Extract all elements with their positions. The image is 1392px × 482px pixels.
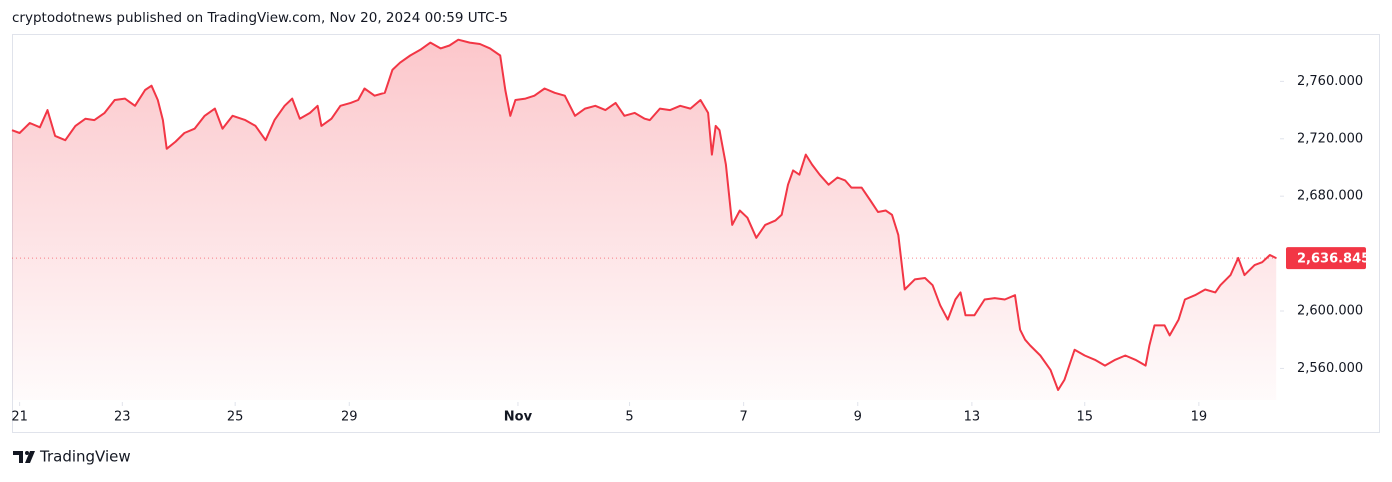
x-tick-label: 23 xyxy=(114,410,131,425)
logo xyxy=(13,451,35,463)
x-tick-label: 7 xyxy=(739,410,747,425)
brand-name: TradingView xyxy=(39,448,131,466)
x-tick-label: 15 xyxy=(1076,410,1093,425)
logo-mark xyxy=(13,451,23,463)
logo-slash xyxy=(25,451,35,463)
logo-dot xyxy=(25,451,29,455)
y-tick-label: 2,600.000 xyxy=(1297,304,1363,319)
x-tick-label: 25 xyxy=(227,410,244,425)
x-tick-label: 21 xyxy=(11,410,28,425)
plot: 2,560.000 2,600.000 2,680.000 2,720.000 2,76… xyxy=(11,38,1370,425)
last-price-label: 2,636.845 xyxy=(1297,252,1370,267)
x-tick-label: 5 xyxy=(625,410,633,425)
publish-info: cryptodotnews published on TradingView.c… xyxy=(12,10,508,26)
x-tick-label: Nov xyxy=(504,410,533,425)
price-area xyxy=(12,39,1277,400)
y-tick-label: 2,680.000 xyxy=(1297,189,1363,204)
x-tick-label: 19 xyxy=(1191,410,1208,425)
x-tick-label: 29 xyxy=(341,410,358,425)
y-tick-label: 2,720.000 xyxy=(1297,131,1363,146)
x-tick-label: 13 xyxy=(964,410,981,425)
y-tick-label: 2,560.000 xyxy=(1297,361,1363,376)
price-line xyxy=(11,38,1277,391)
last-price-tag xyxy=(1286,247,1366,270)
x-tick-label: 9 xyxy=(854,410,862,425)
y-tick-label: 2,760.000 xyxy=(1297,74,1363,89)
